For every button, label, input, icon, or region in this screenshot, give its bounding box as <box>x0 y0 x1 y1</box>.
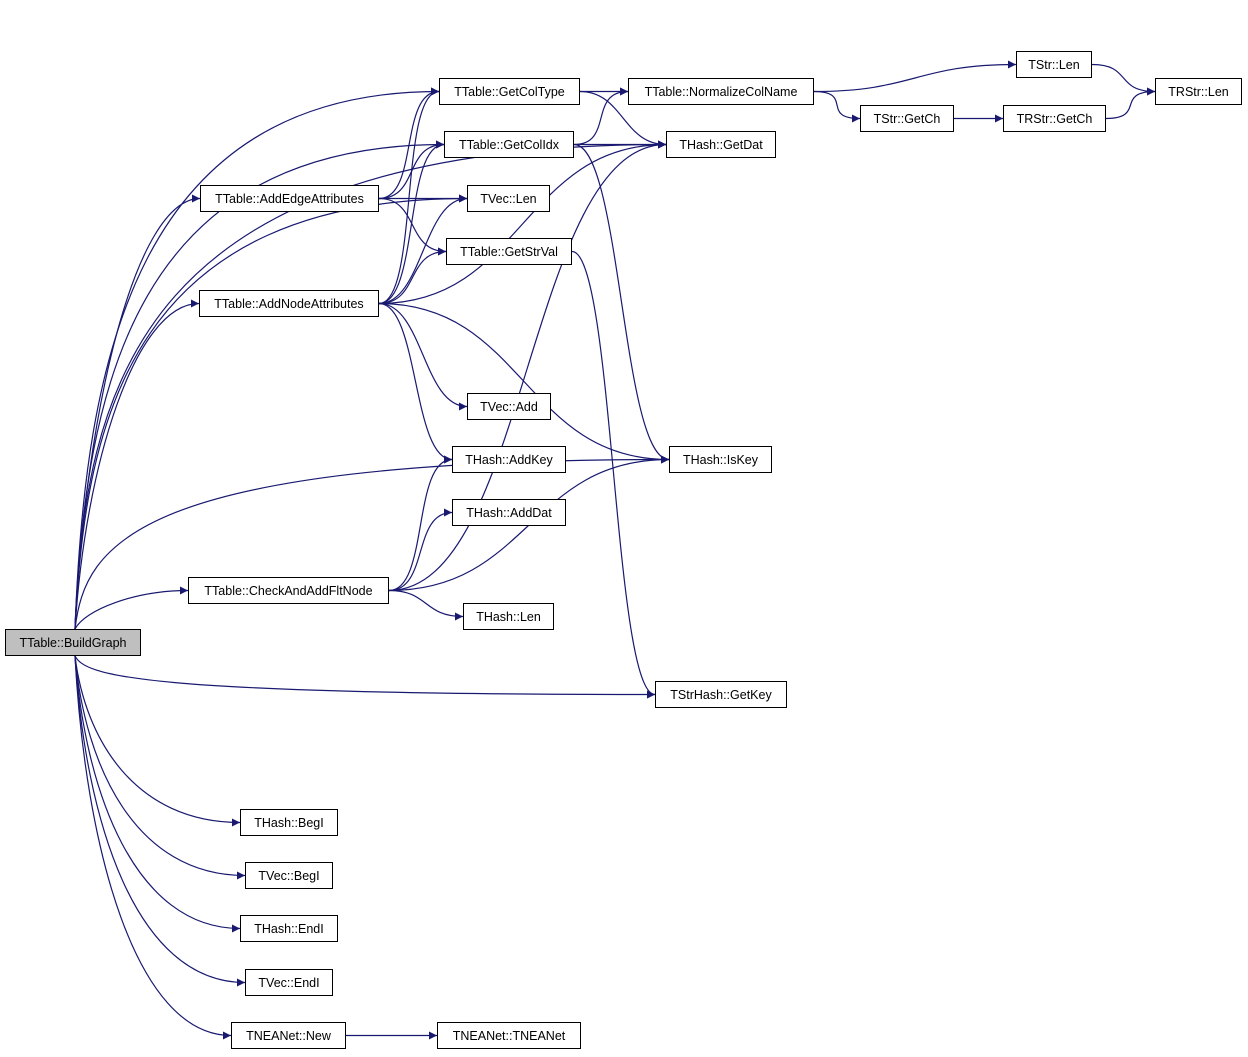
edge-buildgraph-to-getkey <box>74 655 656 699</box>
edge-buildgraph-to-getcoltype <box>74 87 440 630</box>
edge-addnode-to-getstrval <box>378 247 447 305</box>
edge-addnode-to-getcoltype <box>378 87 440 305</box>
node-tvecadd[interactable]: TVec::Add <box>467 393 551 420</box>
node-trstrgetch[interactable]: TRStr::GetCh <box>1003 105 1106 132</box>
edge-normalize-to-tstrgetch <box>813 90 861 123</box>
edge-checkadd-to-getdat <box>388 140 667 592</box>
edge-buildgraph-to-getcolidx <box>74 140 445 630</box>
edge-trstrgetch-to-trstrlen <box>1105 87 1156 120</box>
node-getcolidx[interactable]: TTable::GetColIdx <box>444 131 574 158</box>
node-thashbegi[interactable]: THash::BegI <box>240 809 338 836</box>
node-tvecbegi[interactable]: TVec::BegI <box>245 862 333 889</box>
node-tveclen[interactable]: TVec::Len <box>467 185 550 212</box>
edge-buildgraph-to-tvecendi <box>74 655 246 987</box>
node-getcoltype[interactable]: TTable::GetColType <box>439 78 580 105</box>
edge-buildgraph-to-tvecbegi <box>74 655 246 880</box>
node-buildgraph[interactable]: TTable::BuildGraph <box>5 629 141 656</box>
edge-buildgraph-to-checkadd <box>74 586 189 630</box>
edge-getstrval-to-getkey <box>571 250 656 699</box>
node-neanetnew[interactable]: TNEANet::New <box>231 1022 346 1049</box>
node-addkey[interactable]: THash::AddKey <box>452 446 566 473</box>
node-addedge[interactable]: TTable::AddEdgeAttributes <box>200 185 379 212</box>
edge-addedge-to-getcoltype <box>378 87 440 200</box>
edge-getcoltype-to-getdat <box>579 90 667 149</box>
node-trstrlen[interactable]: TRStr::Len <box>1155 78 1242 105</box>
edge-buildgraph-to-neanetnew <box>74 655 232 1040</box>
edge-buildgraph-to-thashendi <box>74 655 241 933</box>
node-thashendi[interactable]: THash::EndI <box>240 915 338 942</box>
edge-buildgraph-to-addedge <box>74 194 201 630</box>
node-getkey[interactable]: TStrHash::GetKey <box>655 681 787 708</box>
node-adddat[interactable]: THash::AddDat <box>452 499 566 526</box>
node-normalize[interactable]: TTable::NormalizeColName <box>628 78 814 105</box>
edge-addnode-to-addkey <box>378 302 453 464</box>
edge-buildgraph-to-thashbegi <box>74 655 241 827</box>
edge-addnode-to-iskey <box>378 302 670 464</box>
edge-getcolidx-to-normalize <box>573 87 629 146</box>
edge-getcolidx-to-iskey <box>573 143 670 464</box>
node-getdat[interactable]: THash::GetDat <box>666 131 776 158</box>
edge-buildgraph-to-addnode <box>74 299 200 630</box>
edge-buildgraph-to-tveclen <box>74 194 468 630</box>
edge-addnode-to-tveclen <box>378 194 468 305</box>
node-tstrlen[interactable]: TStr::Len <box>1016 51 1092 78</box>
edge-buildgraph-to-getdat <box>74 140 667 630</box>
edge-addnode-to-getdat <box>378 140 667 305</box>
node-iskey[interactable]: THash::IsKey <box>669 446 772 473</box>
edge-tstrlen-to-trstrlen <box>1091 63 1156 96</box>
node-addnode[interactable]: TTable::AddNodeAttributes <box>199 290 379 317</box>
edge-addnode-to-tvecadd <box>378 302 468 411</box>
edge-checkadd-to-adddat <box>388 508 453 592</box>
node-neanetctor[interactable]: TNEANet::TNEANet <box>437 1022 581 1049</box>
edge-checkadd-to-addkey <box>388 455 453 592</box>
node-tstrgetch[interactable]: TStr::GetCh <box>860 105 954 132</box>
node-tvecendi[interactable]: TVec::EndI <box>245 969 333 996</box>
node-checkadd[interactable]: TTable::CheckAndAddFltNode <box>188 577 389 604</box>
node-thashlen[interactable]: THash::Len <box>463 603 554 630</box>
edge-checkadd-to-thashlen <box>388 589 464 621</box>
edge-normalize-to-tstrlen <box>813 60 1017 93</box>
edge-addnode-to-getcolidx <box>378 140 445 305</box>
node-getstrval[interactable]: TTable::GetStrVal <box>446 238 572 265</box>
edge-addedge-to-getstrval <box>378 197 447 256</box>
